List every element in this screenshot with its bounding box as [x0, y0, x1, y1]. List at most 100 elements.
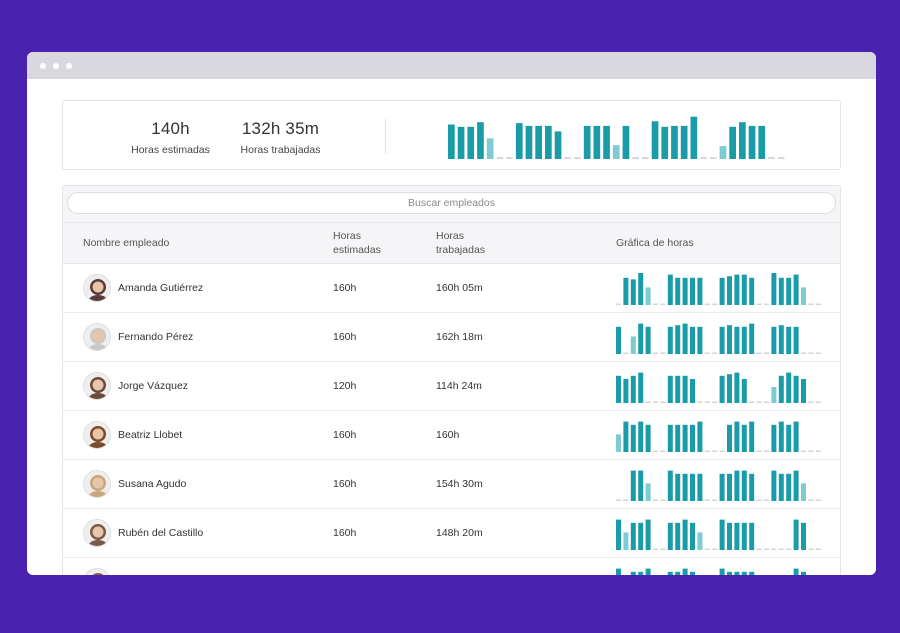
chart-bar	[675, 473, 681, 501]
chart-bar	[712, 499, 718, 501]
chart-bar	[801, 450, 806, 452]
table-row[interactable]: Rubén del Castillo 160h 148h 20m	[63, 509, 840, 558]
chart-bar	[545, 125, 552, 159]
estimated-hours: 160h	[333, 527, 357, 539]
chart-bar	[739, 122, 746, 159]
chart-bar	[756, 548, 762, 550]
chart-bar	[734, 421, 740, 452]
table-row[interactable]: Susana Agudo 160h 154h 30m	[63, 460, 840, 509]
chart-bar	[749, 571, 755, 575]
chart-bar	[667, 326, 673, 354]
chart-bar	[793, 568, 799, 575]
estimated-hours: 160h	[333, 478, 357, 490]
chart-bar	[682, 473, 688, 501]
chart-bar	[741, 522, 747, 550]
chart-bar	[506, 157, 513, 159]
chart-bar	[667, 274, 673, 305]
chart-bar	[690, 571, 695, 575]
window-dot-icon[interactable]	[53, 62, 59, 69]
window-dot-icon[interactable]	[40, 62, 46, 69]
chart-bar	[690, 326, 695, 354]
chart-bar	[630, 279, 636, 305]
chart-bar	[771, 470, 777, 501]
employee-hours-chart	[616, 323, 821, 354]
chart-bar	[719, 146, 727, 159]
chart-bar	[777, 157, 785, 159]
chart-bar	[645, 326, 651, 354]
header-worked-hours[interactable]: Horas trabajadas	[436, 230, 486, 256]
search-input[interactable]	[67, 192, 836, 214]
chart-bar	[690, 116, 698, 159]
table-row[interactable]: Jorge Vázquez 120h 114h 24m	[63, 362, 840, 411]
estimated-hours-label: Horas estimadas	[131, 144, 210, 156]
chart-bar	[616, 499, 621, 501]
chart-bar	[638, 421, 644, 452]
chart-bar	[632, 157, 639, 159]
worked-hours-label: Horas trabajadas	[240, 144, 321, 156]
chart-bar	[815, 450, 821, 452]
chart-bar	[771, 326, 777, 354]
employee-name: Susana Agudo	[118, 478, 187, 490]
table-row[interactable]: Fernando Pérez 160h 162h 18m	[63, 313, 840, 362]
employee-hours-chart	[616, 273, 821, 305]
chart-bar	[616, 326, 621, 354]
chart-bar	[712, 303, 718, 305]
chart-bar	[801, 287, 806, 305]
chart-bar	[793, 274, 799, 305]
estimated-hours-value: 140h	[151, 119, 190, 138]
employee-hours-chart	[616, 421, 821, 452]
chart-bar	[697, 277, 703, 305]
chart-bar	[749, 522, 755, 550]
chart-bar	[682, 568, 688, 575]
chart-bar	[815, 352, 821, 354]
table-row[interactable]: Beatriz Llobet 160h 160h	[63, 411, 840, 460]
chart-bar	[815, 548, 821, 550]
chart-bar	[638, 323, 644, 354]
chart-bar	[697, 421, 703, 452]
chart-bar	[667, 571, 673, 575]
employee-hours-chart	[616, 372, 821, 403]
chart-bar	[719, 277, 725, 305]
chart-bar	[786, 548, 792, 550]
search-bar	[63, 186, 840, 222]
chart-bar	[645, 483, 651, 501]
chart-bar	[786, 372, 792, 403]
chart-bar	[734, 470, 740, 501]
chart-bar	[682, 277, 688, 305]
chart-bar	[756, 499, 762, 501]
chart-bar	[778, 548, 784, 550]
browser-window: 140h Horas estimadas 132h 35m Horas trab…	[27, 52, 876, 575]
chart-bar	[793, 470, 799, 501]
avatar-icon	[84, 471, 110, 497]
chart-bar	[675, 375, 681, 403]
chart-bar	[616, 434, 621, 452]
chart-bar	[486, 138, 494, 159]
worked-hours: 114h 24m	[436, 380, 482, 392]
chart-bar	[727, 276, 732, 305]
avatar-icon	[84, 324, 110, 350]
avatar	[83, 372, 111, 400]
employee-hours-chart	[616, 568, 806, 575]
window-dot-icon[interactable]	[66, 62, 72, 69]
employee-hours-chart	[616, 470, 821, 501]
chart-bar	[808, 352, 814, 354]
chart-bar	[801, 483, 806, 501]
table-row[interactable]: Amanda Gutiérrez 160h 160h 05m	[63, 264, 840, 313]
chart-bar	[719, 326, 725, 354]
chart-bar	[603, 125, 610, 159]
chart-bar	[704, 303, 710, 305]
chart-bar	[660, 548, 666, 550]
chart-bar	[623, 532, 629, 550]
chart-bar	[734, 571, 740, 575]
chart-bar	[667, 375, 673, 403]
header-employee-name[interactable]: Nombre empleado	[83, 237, 170, 249]
table-row[interactable]	[63, 558, 840, 575]
chart-bar	[697, 401, 703, 403]
chart-bar	[630, 522, 636, 550]
chart-bar	[697, 473, 703, 501]
header-estimated-hours[interactable]: Horas estimadas	[333, 230, 381, 256]
chart-bar	[764, 303, 769, 305]
chart-bar	[690, 379, 695, 403]
chart-bar	[457, 126, 465, 159]
chart-bar	[638, 470, 644, 501]
